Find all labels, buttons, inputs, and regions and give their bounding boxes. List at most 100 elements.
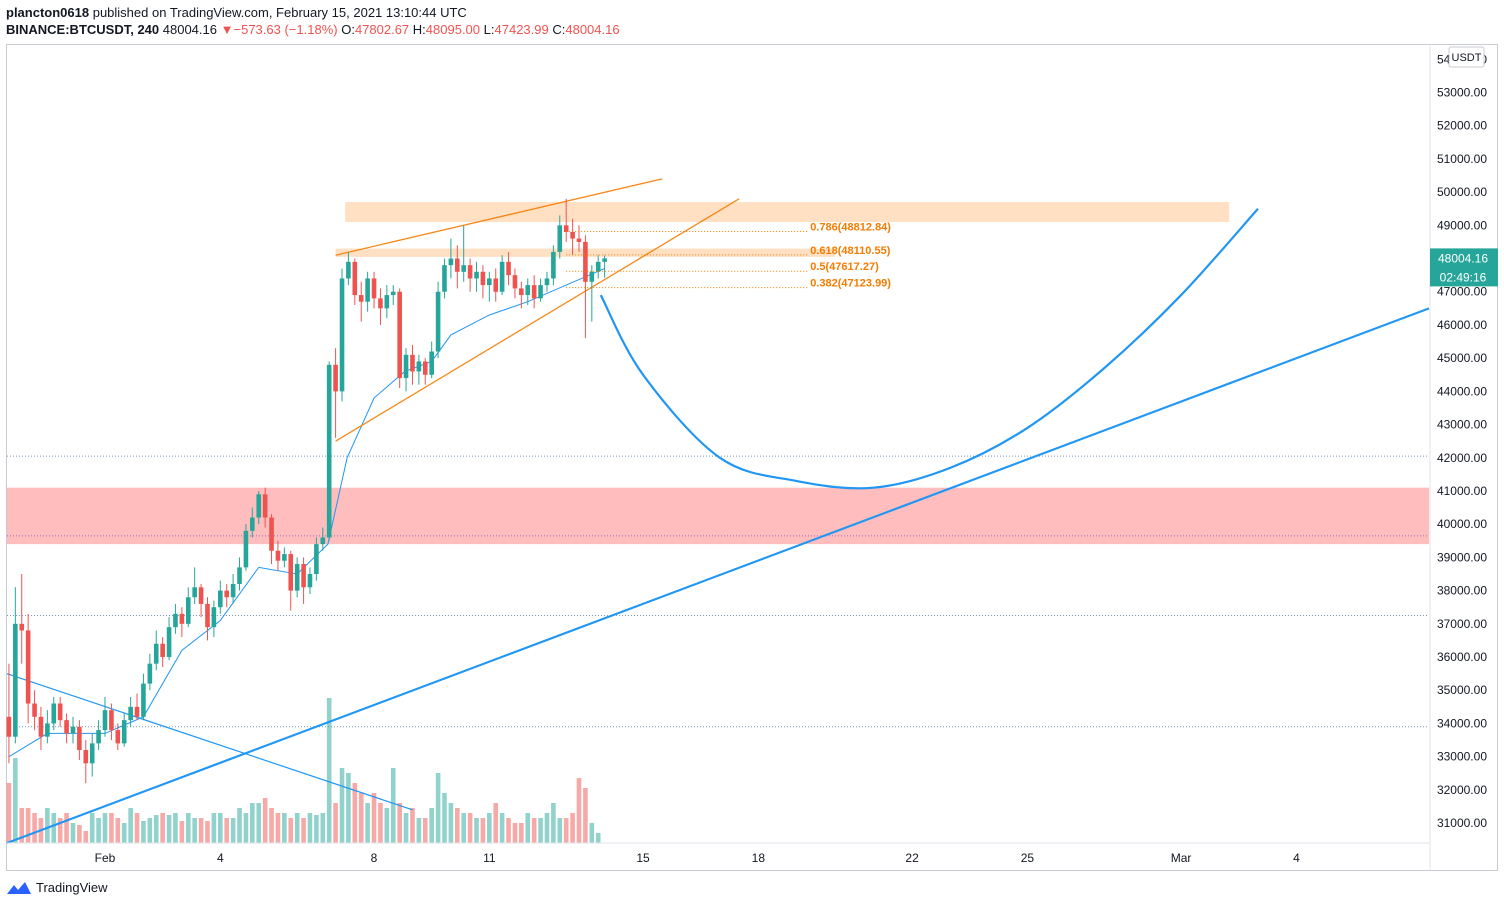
volume-bar [531,818,537,843]
candle-body [160,643,165,658]
candle-body [262,494,268,518]
volume-bar [519,823,524,843]
candle-body [480,271,486,286]
candle-body [38,716,44,737]
candle-body [474,271,479,279]
candle-body [487,278,492,286]
volume-bar [294,813,300,843]
volume-bar [435,773,441,843]
candle-body [378,298,383,309]
price-tick-label: 34000.00 [1437,716,1487,730]
high-label: H: [412,22,426,37]
candle-body [166,627,172,658]
volume-bar [538,818,543,843]
candle-body [13,623,18,737]
candle-body [205,603,210,628]
volume-bar [32,813,37,843]
volume-bar [128,808,133,843]
time-tick-label: 8 [371,851,378,865]
candle-body [179,613,185,624]
candle-body [371,278,377,299]
candle-body [141,683,146,717]
fib-label-0.786: 0.786(48812.84) [810,222,891,234]
open-label: O: [341,22,355,37]
volume-bar [557,818,563,843]
trend-line-0 [6,307,1430,845]
candle-body [519,288,524,296]
candle-body [320,537,326,545]
volume-bar [115,818,121,843]
volume-bar [147,818,153,843]
candle-body [134,706,140,717]
candle-body [19,623,25,631]
candle-body [467,265,473,279]
price-tick-label: 38000.00 [1437,584,1487,598]
price-tick-label: 37000.00 [1437,617,1487,631]
volume-bar [89,813,95,843]
volume-bar [455,808,460,843]
countdown-label: 02:49:16 [1440,270,1487,284]
candle-body [128,706,133,721]
candle-body [192,587,197,598]
footer-brand[interactable]: TradingView [6,880,108,895]
volume-bar [205,821,210,843]
volume-bar [13,758,18,843]
candle-body [602,258,607,262]
volume-bar [153,815,159,843]
published-text: published on TradingView.com, February 1… [92,5,467,20]
time-tick-label: 15 [636,851,650,865]
candle-body [269,517,274,551]
candle-body [51,703,57,724]
candle-body [301,564,306,588]
candle-body [57,703,63,721]
candle-body [410,354,415,372]
fib-label-0.618: 0.618(48110.55) [810,245,890,257]
candle-body [121,720,127,744]
candle-body [288,554,294,591]
candle-body [256,494,262,518]
volume-layer [6,698,601,843]
close-label: C: [552,22,566,37]
volume-bar [339,768,345,843]
volume-bar [474,818,479,843]
candle-body [6,716,12,737]
volume-bar [307,813,313,843]
fib-label-0.5: 0.5(47617.27) [810,261,879,273]
publisher-name[interactable]: plancton0618 [6,5,90,20]
volume-bar [429,808,434,843]
fib-label-0.382: 0.382(47123.99) [810,278,891,290]
price-tick-label: 35000.00 [1437,683,1487,697]
candle-body [442,265,447,292]
volume-bar [224,818,230,843]
volume-bar [301,818,306,843]
volume-bar [51,813,57,843]
time-tick-label: 4 [1293,851,1300,865]
volume-bar [179,821,185,843]
time-axis[interactable]: Feb 4 8 11 15 18 22 25 Mar 4 [7,842,1430,865]
publish-info: plancton0618 published on TradingView.co… [6,5,467,20]
volume-bar [583,788,588,843]
symbol-legend: BINANCE:BTCUSDT, 240 48004.16 ▼−573.63 (… [6,22,620,37]
candle-body [589,271,595,282]
volume-bar [544,813,550,843]
price-tick-label: 46000.00 [1437,318,1487,332]
price-tick-label: 44000.00 [1437,384,1487,398]
low-value: 47423.99 [494,22,549,37]
volume-bar [480,818,486,843]
price-axis[interactable]: 31000.00 32000.00 33000.00 34000.00 35000.00… [1429,46,1498,870]
volume-bar [563,818,569,843]
candle-body [563,225,569,232]
volume-bar [237,808,242,843]
price-tick-label: 36000.00 [1437,650,1487,664]
symbol-name[interactable]: BINANCE:BTCUSDT, 240 [6,22,160,37]
price-change: −573.63 (−1.18%) [233,22,338,37]
candle-body [551,251,556,279]
candle-body [506,261,511,276]
time-tick-label: 4 [217,851,224,865]
wedge-line-0 [335,178,663,256]
candle-body [115,730,121,744]
candle-body [339,278,345,392]
volume-bar [121,823,127,843]
candle-body [384,295,390,309]
